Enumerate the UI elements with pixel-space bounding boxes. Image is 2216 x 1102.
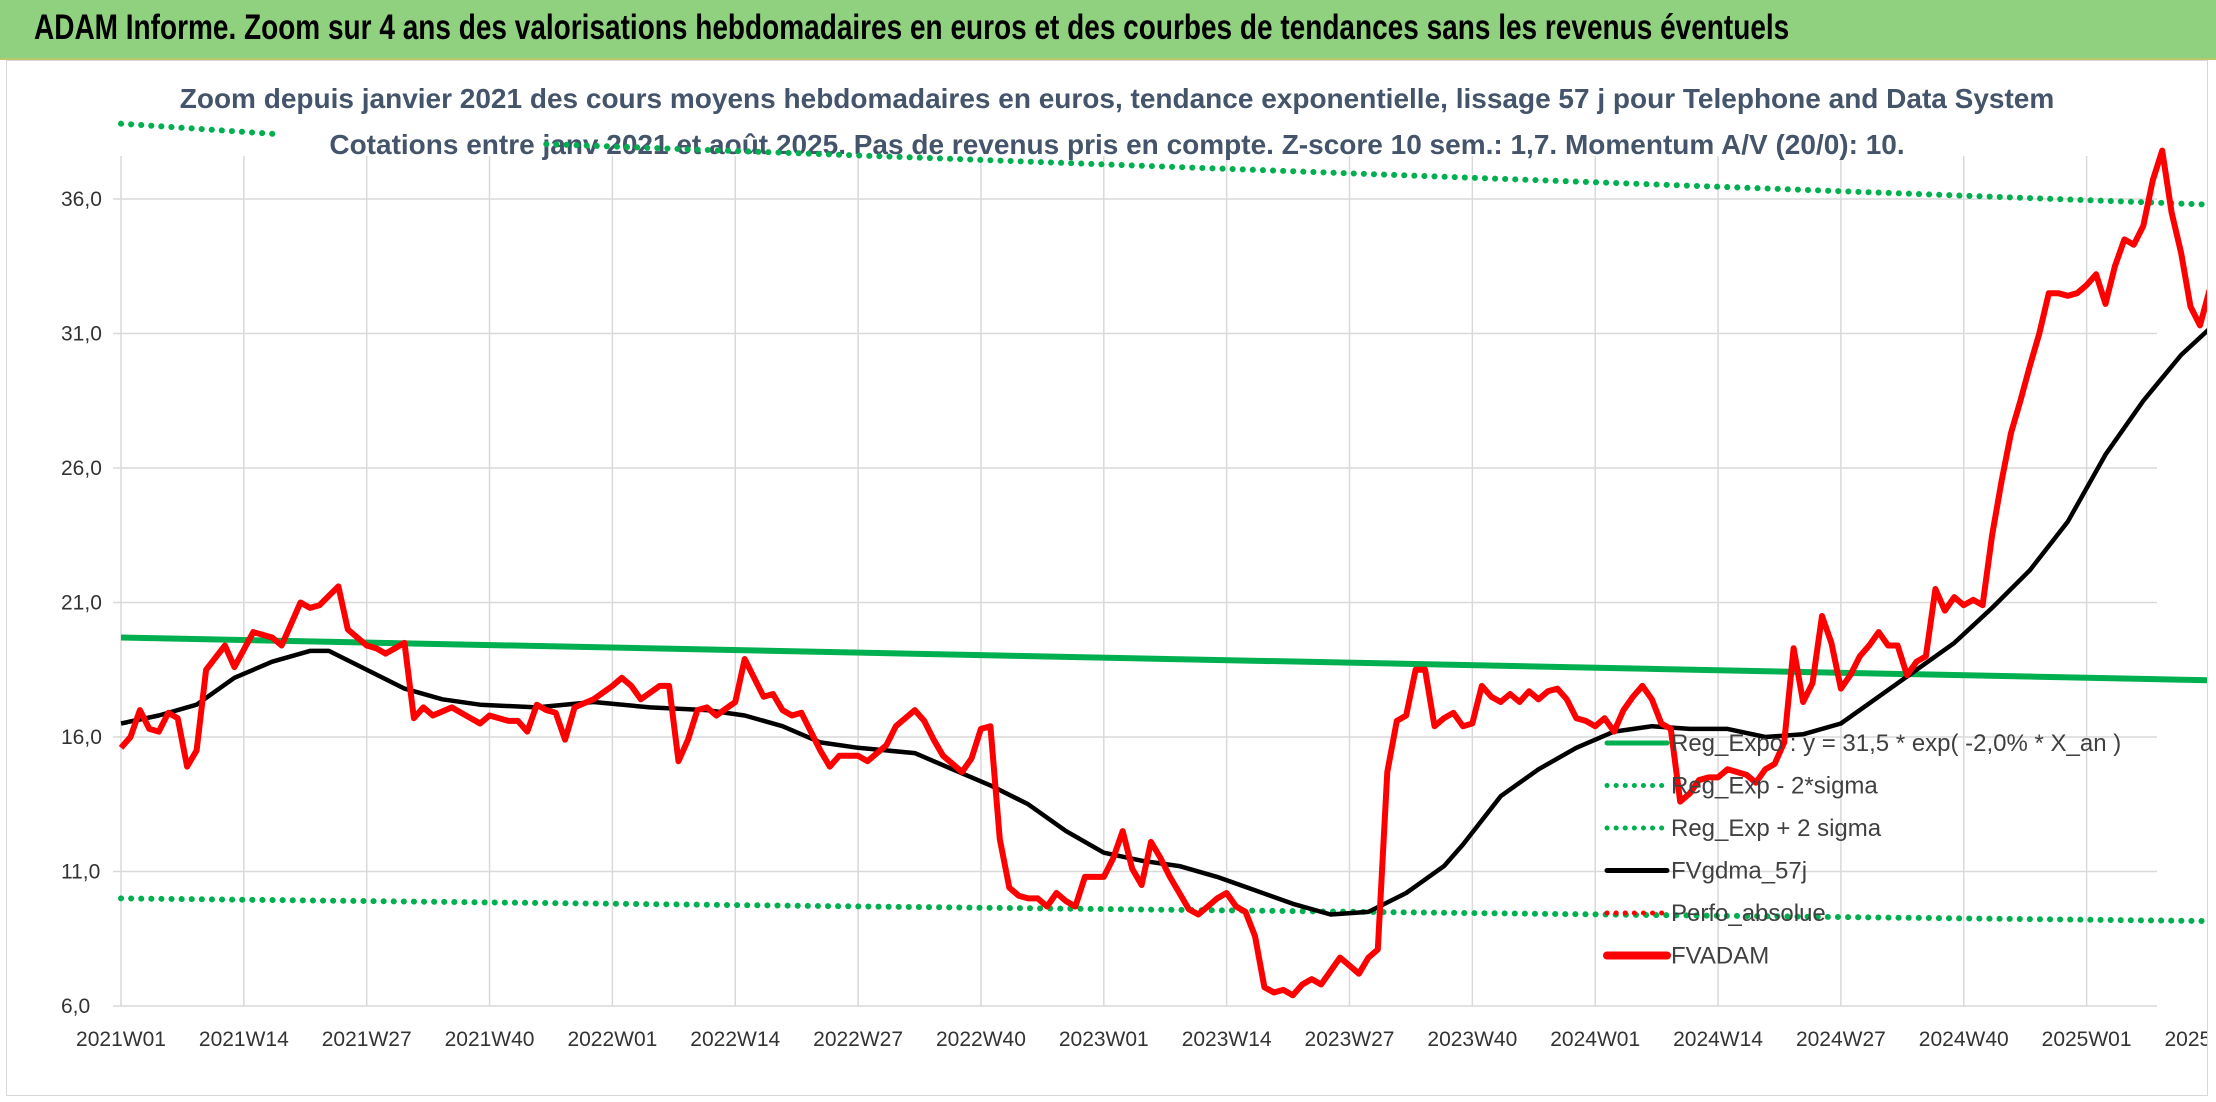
y-tick-label: 6,0 xyxy=(61,995,90,1018)
y-tick-label: 16,0 xyxy=(61,726,102,749)
x-tick-label: 2023W01 xyxy=(1059,1028,1149,1051)
x-tick-label: 2022W40 xyxy=(936,1028,1026,1051)
legend-label: Reg_Exp - 2*sigma xyxy=(1671,773,1878,800)
legend-label: Reg_Exp + 2 sigma xyxy=(1671,815,1882,842)
header-banner: ADAM Informe. Zoom sur 4 ans des valoris… xyxy=(0,0,2216,60)
x-tick-label: 2025W01 xyxy=(2042,1028,2132,1051)
series-line-0 xyxy=(120,634,2207,684)
chart-frame: Zoom depuis janvier 2021 des cours moyen… xyxy=(6,60,2208,1096)
x-tick-label: 2021W40 xyxy=(445,1028,535,1051)
x-tick-label: 2024W27 xyxy=(1796,1028,1886,1051)
series-line-5 xyxy=(118,147,2207,999)
legend-label: FVgdma_57j xyxy=(1671,858,1807,885)
x-tick-label: 2021W01 xyxy=(76,1028,166,1051)
y-tick-label: 21,0 xyxy=(61,592,102,615)
page-title: ADAM Informe. Zoom sur 4 ans des valoris… xyxy=(34,8,1790,47)
y-tick-label: 26,0 xyxy=(61,457,102,480)
x-tick-label: 2025W14 xyxy=(2164,1028,2207,1051)
y-tick-label: 11,0 xyxy=(61,861,100,884)
x-tick-label: 2022W01 xyxy=(567,1028,657,1051)
x-tick-label: 2023W14 xyxy=(1182,1028,1272,1051)
y-axis-labels: 6,0 11,0 16,0 21,0 26,0 31,0 36,0 xyxy=(61,188,102,1018)
chart-title: Zoom depuis janvier 2021 des cours moyen… xyxy=(180,83,2055,114)
series-line-2 xyxy=(118,120,2207,208)
series-line-1 xyxy=(118,895,2207,925)
x-tick-label: 2024W14 xyxy=(1673,1028,1763,1051)
chart-subtitle: Cotations entre janv 2021 et août 2025. … xyxy=(329,129,1904,160)
y-tick-label: 31,0 xyxy=(61,323,102,346)
x-axis-labels: 2021W01 2021W14 2021W27 2021W40 2022W01 2022W… xyxy=(76,1028,2207,1051)
x-tick-label: 2021W14 xyxy=(199,1028,289,1051)
x-tick-label: 2021W27 xyxy=(322,1028,412,1051)
x-tick-label: 2022W27 xyxy=(813,1028,903,1051)
x-tick-label: 2024W01 xyxy=(1550,1028,1640,1051)
x-tick-label: 2022W14 xyxy=(690,1028,780,1051)
legend: Reg_Expo : y = 31,5 * exp( -2,0% * X_an … xyxy=(1603,730,2121,970)
x-tick-label: 2023W27 xyxy=(1305,1028,1395,1051)
legend-label: Reg_Expo : y = 31,5 * exp( -2,0% * X_an … xyxy=(1671,730,2121,757)
y-tick-label: 36,0 xyxy=(61,188,102,211)
chart-grid xyxy=(113,156,2157,1007)
legend-label: FVADAM xyxy=(1671,943,1769,970)
line-chart: Zoom depuis janvier 2021 des cours moyen… xyxy=(61,83,2207,1051)
series-line-3 xyxy=(120,328,2207,917)
legend-label: Perfo_absolue xyxy=(1671,900,1826,927)
x-tick-label: 2024W40 xyxy=(1919,1028,2009,1051)
series-lines xyxy=(118,120,2207,999)
x-tick-label: 2023W40 xyxy=(1427,1028,1517,1051)
